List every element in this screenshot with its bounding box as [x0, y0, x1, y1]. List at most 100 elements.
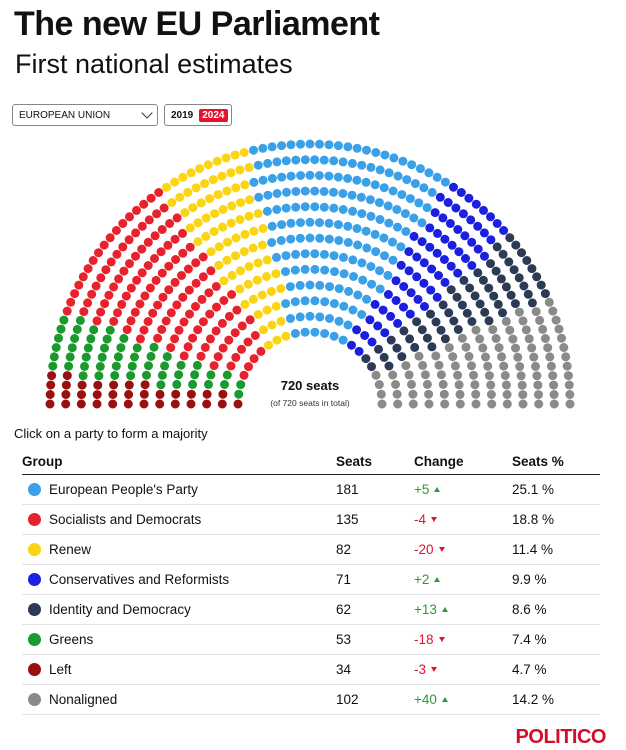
- seat-socialists-and-democrats[interactable]: [177, 271, 186, 280]
- seat-european-people-s-party[interactable]: [366, 162, 376, 172]
- seat-european-people-s-party[interactable]: [379, 233, 389, 243]
- seat-nonaligned[interactable]: [487, 399, 497, 409]
- seat-nonaligned[interactable]: [533, 380, 543, 390]
- seat-nonaligned[interactable]: [513, 352, 523, 362]
- seat-socialists-and-democrats[interactable]: [125, 212, 134, 222]
- seat-european-people-s-party[interactable]: [281, 156, 291, 166]
- seat-european-people-s-party[interactable]: [319, 202, 329, 212]
- seat-renew[interactable]: [170, 177, 180, 187]
- seat-socialists-and-democrats[interactable]: [198, 252, 208, 262]
- seat-renew[interactable]: [196, 198, 206, 208]
- seat-left[interactable]: [186, 389, 196, 399]
- seat-left[interactable]: [155, 399, 165, 409]
- seat-nonaligned[interactable]: [371, 370, 381, 380]
- region-select[interactable]: EUROPEAN UNION: [12, 104, 158, 126]
- seat-european-people-s-party[interactable]: [365, 195, 375, 205]
- seat-socialists-and-democrats[interactable]: [205, 334, 215, 344]
- seat-socialists-and-democrats[interactable]: [183, 342, 193, 352]
- seat-identity-and-democracy[interactable]: [438, 300, 448, 310]
- seat-socialists-and-democrats[interactable]: [172, 300, 182, 310]
- seat-european-people-s-party[interactable]: [330, 267, 339, 277]
- seat-nonaligned[interactable]: [424, 399, 434, 409]
- seat-identity-and-democracy[interactable]: [459, 275, 469, 285]
- seat-nonaligned[interactable]: [475, 334, 485, 344]
- seat-nonaligned[interactable]: [497, 352, 507, 362]
- seat-identity-and-democracy[interactable]: [453, 325, 463, 334]
- seat-european-people-s-party[interactable]: [295, 280, 305, 290]
- seat-nonaligned[interactable]: [535, 315, 545, 325]
- seat-identity-and-democracy[interactable]: [489, 291, 499, 301]
- seat-greens[interactable]: [132, 343, 142, 353]
- seat-nonaligned[interactable]: [436, 370, 446, 380]
- seat-european-people-s-party[interactable]: [281, 299, 291, 309]
- seat-conservatives-and-reformists[interactable]: [439, 255, 449, 264]
- seat-nonaligned[interactable]: [471, 389, 481, 399]
- seat-european-people-s-party[interactable]: [320, 297, 330, 307]
- seat-european-people-s-party[interactable]: [277, 141, 287, 151]
- seat-european-people-s-party[interactable]: [334, 236, 344, 245]
- seat-conservatives-and-reformists[interactable]: [399, 282, 409, 291]
- seat-identity-and-democracy[interactable]: [509, 265, 519, 275]
- seat-european-people-s-party[interactable]: [281, 203, 291, 213]
- seat-socialists-and-democrats[interactable]: [158, 292, 168, 302]
- seat-european-people-s-party[interactable]: [362, 145, 371, 155]
- seat-conservatives-and-reformists[interactable]: [412, 252, 422, 262]
- seat-renew[interactable]: [185, 223, 195, 233]
- seat-renew[interactable]: [201, 231, 211, 241]
- seat-socialists-and-democrats[interactable]: [111, 226, 121, 235]
- seat-identity-and-democracy[interactable]: [399, 326, 409, 336]
- seat-socialists-and-democrats[interactable]: [163, 240, 173, 250]
- seat-conservatives-and-reformists[interactable]: [370, 299, 380, 309]
- seat-socialists-and-democrats[interactable]: [150, 254, 159, 263]
- seat-left[interactable]: [217, 399, 227, 409]
- seat-socialists-and-democrats[interactable]: [79, 307, 89, 317]
- seat-european-people-s-party[interactable]: [272, 157, 282, 167]
- seat-socialists-and-democrats[interactable]: [92, 316, 102, 326]
- seat-renew[interactable]: [264, 340, 273, 350]
- seat-european-people-s-party[interactable]: [267, 174, 277, 183]
- seat-greens[interactable]: [142, 370, 151, 380]
- seat-identity-and-democracy[interactable]: [514, 273, 524, 283]
- seat-conservatives-and-reformists[interactable]: [467, 261, 477, 270]
- seat-identity-and-democracy[interactable]: [379, 352, 389, 362]
- seat-renew[interactable]: [253, 310, 263, 319]
- seat-socialists-and-democrats[interactable]: [157, 225, 167, 234]
- seat-conservatives-and-reformists[interactable]: [399, 302, 408, 312]
- seat-identity-and-democracy[interactable]: [478, 275, 488, 285]
- seat-european-people-s-party[interactable]: [343, 174, 353, 183]
- seat-european-people-s-party[interactable]: [324, 218, 334, 228]
- seat-socialists-and-democrats[interactable]: [101, 265, 111, 275]
- seat-greens[interactable]: [162, 352, 172, 362]
- seat-identity-and-democracy[interactable]: [506, 290, 516, 300]
- seat-socialists-and-democrats[interactable]: [209, 361, 219, 371]
- seat-socialists-and-democrats[interactable]: [99, 240, 109, 250]
- seat-nonaligned[interactable]: [500, 371, 510, 380]
- seat-identity-and-democracy[interactable]: [367, 362, 376, 372]
- seat-greens[interactable]: [176, 360, 186, 370]
- seat-left[interactable]: [218, 389, 228, 399]
- seat-greens[interactable]: [144, 361, 153, 371]
- seat-socialists-and-democrats[interactable]: [218, 343, 228, 353]
- seat-nonaligned[interactable]: [501, 316, 511, 326]
- seat-nonaligned[interactable]: [521, 325, 531, 335]
- seat-european-people-s-party[interactable]: [338, 157, 348, 167]
- seat-nonaligned[interactable]: [557, 333, 566, 343]
- seat-greens[interactable]: [236, 380, 246, 390]
- seat-left[interactable]: [62, 371, 72, 381]
- seat-greens[interactable]: [174, 370, 184, 380]
- seat-renew[interactable]: [226, 168, 236, 178]
- seat-left[interactable]: [171, 389, 181, 399]
- seat-european-people-s-party[interactable]: [343, 221, 353, 231]
- seat-nonaligned[interactable]: [532, 371, 542, 381]
- seat-conservatives-and-reformists[interactable]: [461, 254, 470, 263]
- seat-renew[interactable]: [188, 203, 198, 213]
- seat-european-people-s-party[interactable]: [290, 265, 300, 275]
- seat-european-people-s-party[interactable]: [379, 183, 389, 193]
- seat-socialists-and-democrats[interactable]: [170, 334, 180, 344]
- seat-nonaligned[interactable]: [543, 343, 553, 353]
- seat-identity-and-democracy[interactable]: [465, 283, 475, 293]
- seat-renew[interactable]: [266, 286, 276, 296]
- seat-european-people-s-party[interactable]: [370, 180, 380, 190]
- seat-european-people-s-party[interactable]: [300, 155, 310, 165]
- seat-european-people-s-party[interactable]: [290, 297, 300, 307]
